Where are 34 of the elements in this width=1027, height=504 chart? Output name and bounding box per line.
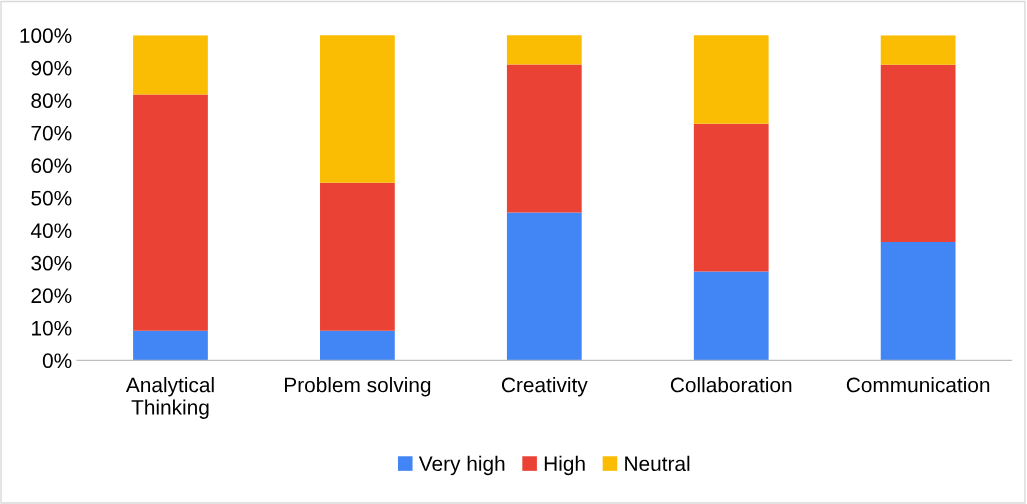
x-tick-label: Communication (846, 377, 990, 393)
y-tick-label: 0% (42, 353, 72, 369)
bar (880, 64, 956, 243)
y-tick-label: 10% (32, 320, 72, 336)
x-tick-label: Creativity (501, 377, 588, 397)
bar (506, 35, 582, 65)
x-tick-label: Problem solving (285, 377, 431, 397)
y-tick-label: 50% (31, 190, 72, 206)
bar (506, 64, 582, 213)
bar (880, 242, 956, 361)
bar (133, 94, 208, 331)
bar (693, 123, 769, 272)
bar (880, 35, 956, 65)
x-tick-label: Collaboration (670, 377, 792, 393)
bar (320, 330, 395, 361)
y-tick-label: 90% (31, 60, 72, 76)
y-tick-label: 30% (31, 255, 72, 271)
bar (506, 212, 582, 361)
bar (133, 330, 208, 361)
legend-label: Neutral (625, 455, 690, 472)
y-tick-label: 60% (31, 158, 72, 174)
y-tick-label: 80% (31, 93, 72, 109)
bar (133, 35, 208, 95)
y-tick-label: 100% (20, 28, 72, 44)
x-tick-label: Analytical Thinking (125, 377, 214, 419)
y-tick-label: 40% (30, 223, 72, 239)
bar (693, 35, 769, 124)
y-tick-label: 20% (31, 288, 72, 304)
legend-label: Very high (418, 455, 505, 476)
y-tick-label: 70% (31, 125, 72, 141)
bar (320, 35, 395, 183)
legend-label: High (544, 455, 585, 476)
bar (320, 182, 395, 331)
bar (693, 271, 769, 361)
